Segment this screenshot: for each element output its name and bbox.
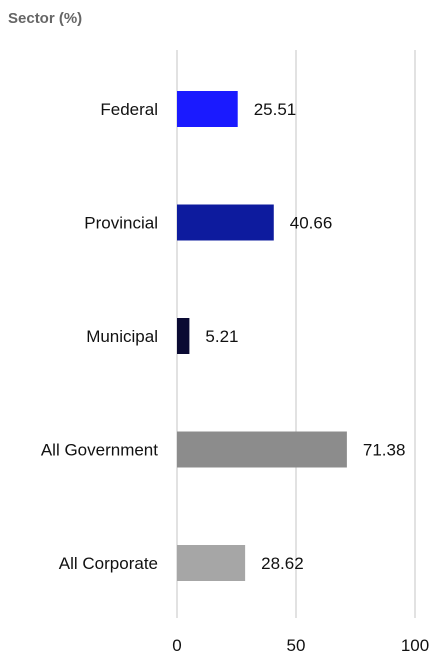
value-label-all-government: 71.38	[363, 441, 406, 460]
category-label-provincial: Provincial	[84, 214, 158, 233]
labels: 0 50 100 Federal 25.51 Provincial 40.66 Municip…	[41, 100, 429, 655]
x-tick-label-0: 0	[172, 636, 181, 655]
value-label-provincial: 40.66	[290, 214, 333, 233]
bar-provincial	[177, 204, 274, 241]
bar-all-corporate	[177, 545, 246, 581]
category-label-federal: Federal	[100, 100, 158, 119]
chart-title: Sector (%)	[8, 10, 83, 27]
value-label-all-corporate: 28.62	[261, 554, 304, 573]
bar-municipal	[177, 318, 190, 354]
category-label-all-corporate: All Corporate	[59, 554, 158, 573]
value-label-federal: 25.51	[254, 100, 297, 119]
value-label-municipal: 5.21	[205, 327, 238, 346]
category-label-all-government: All Government	[41, 441, 158, 460]
x-tick-label-50: 50	[287, 636, 306, 655]
bar-all-government	[177, 431, 347, 468]
category-label-municipal: Municipal	[86, 327, 158, 346]
bar-federal	[177, 91, 238, 127]
bars	[177, 91, 347, 581]
x-tick-label-100: 100	[401, 636, 429, 655]
